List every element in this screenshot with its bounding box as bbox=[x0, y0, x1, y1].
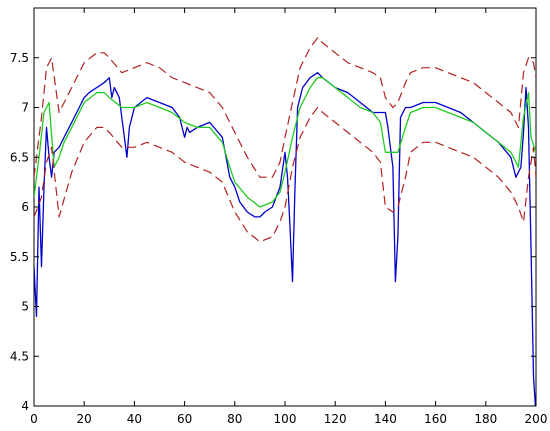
series-line-2 bbox=[34, 37, 536, 178]
x-tick-label-2: 40 bbox=[127, 412, 142, 426]
y-tick-label-4: 6 bbox=[21, 200, 29, 214]
x-tick-label-8: 160 bbox=[424, 412, 447, 426]
y-tick-label-2: 5 bbox=[21, 300, 29, 314]
y-tick-label-0: 4 bbox=[21, 399, 29, 413]
x-tick-label-10: 200 bbox=[525, 412, 548, 426]
x-tick-label-6: 120 bbox=[324, 412, 347, 426]
x-tick-label-1: 20 bbox=[77, 412, 92, 426]
x-tick-label-4: 80 bbox=[227, 412, 242, 426]
y-tick-label-3: 5.5 bbox=[10, 250, 29, 264]
series-line-1 bbox=[34, 77, 536, 208]
series-line-3 bbox=[34, 106, 536, 243]
x-tick-label-9: 180 bbox=[474, 412, 497, 426]
series-line-0 bbox=[34, 72, 536, 406]
series-layer bbox=[34, 37, 536, 406]
y-tick-label-5: 6.5 bbox=[10, 150, 29, 164]
x-tick-label-3: 60 bbox=[177, 412, 192, 426]
y-tick-label-6: 7 bbox=[21, 101, 29, 115]
y-tick-label-1: 4.5 bbox=[10, 349, 29, 363]
x-tick-label-5: 100 bbox=[274, 412, 297, 426]
x-tick-label-7: 140 bbox=[374, 412, 397, 426]
y-tick-label-7: 7.5 bbox=[10, 51, 29, 65]
x-tick-label-0: 0 bbox=[30, 412, 38, 426]
axis-layer: 0 20 40 60 80 100 120 140 160 180 200 4 4.5 5 5.5 6 6.5 7… bbox=[10, 8, 548, 426]
